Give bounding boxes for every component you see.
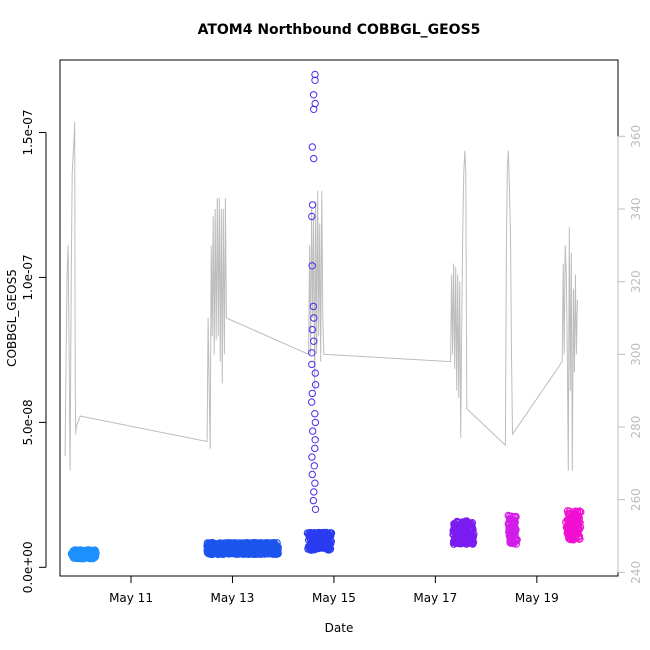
data-point xyxy=(311,76,319,85)
data-point xyxy=(308,201,317,209)
data-point xyxy=(309,302,318,311)
data-point xyxy=(309,91,318,99)
data-point xyxy=(310,488,318,496)
data-point xyxy=(310,154,318,163)
data-point xyxy=(311,479,319,487)
data-point xyxy=(308,325,316,334)
data-point xyxy=(308,143,316,151)
data-point xyxy=(311,70,319,79)
data-point xyxy=(90,549,99,558)
data-point xyxy=(308,349,316,357)
data-point xyxy=(469,532,478,541)
data-point xyxy=(512,512,520,521)
data-point xyxy=(308,470,316,479)
x-tick-label: May 13 xyxy=(211,591,255,605)
data-point xyxy=(308,398,316,406)
data-point xyxy=(510,522,519,530)
y-tick-label: 0.0e+00 xyxy=(21,541,35,593)
plot-area: 0.0e+00 5.0e-08 1.0e-07 1.5e-07 240 260 280 300… xyxy=(21,59,643,605)
data-point xyxy=(310,462,318,470)
x-tick-label: May 19 xyxy=(515,591,559,605)
data-point xyxy=(311,505,320,513)
data-point xyxy=(308,212,316,221)
data-point xyxy=(469,530,478,538)
data-point xyxy=(575,507,584,516)
data-point xyxy=(512,536,521,545)
data-point xyxy=(576,508,585,516)
x-tick-label: May 15 xyxy=(312,591,356,605)
x-axis-label: Date xyxy=(325,621,354,635)
data-point xyxy=(310,337,318,345)
y2-tick-label: 280 xyxy=(629,416,643,439)
y2-tick-label: 260 xyxy=(629,488,643,511)
data-point xyxy=(469,538,478,547)
data-point xyxy=(327,529,336,537)
data-point xyxy=(311,369,319,377)
data-point xyxy=(310,105,318,114)
data-point xyxy=(308,262,316,270)
data-point xyxy=(272,542,281,550)
y-tick-label: 5.0e-08 xyxy=(21,399,35,445)
y2-tick-label: 300 xyxy=(629,343,643,366)
data-point xyxy=(512,540,521,548)
y2-tick-label: 240 xyxy=(629,561,643,584)
data-point xyxy=(274,549,282,558)
y2-tick-label: 320 xyxy=(629,270,643,293)
data-point xyxy=(575,534,584,543)
x-tick-label: May 17 xyxy=(413,591,457,605)
data-point xyxy=(311,381,320,389)
data-point xyxy=(512,525,520,534)
data-point xyxy=(576,518,584,527)
data-point xyxy=(311,418,320,427)
data-point xyxy=(309,427,317,435)
data-point xyxy=(326,539,335,547)
y-tick-label: 1.5e-07 xyxy=(21,109,35,155)
data-point xyxy=(308,453,316,461)
data-point xyxy=(576,523,585,532)
data-point xyxy=(91,548,100,557)
chart-title: ATOM4 Northbound COBBGL_GEOS5 xyxy=(198,22,481,38)
data-point xyxy=(511,518,520,526)
data-point xyxy=(308,360,316,369)
data-point xyxy=(273,539,281,547)
data-point xyxy=(309,496,318,505)
data-point xyxy=(310,314,318,322)
y2-tick-label: 360 xyxy=(629,125,643,148)
x-tick-label: May 11 xyxy=(109,591,153,605)
data-point xyxy=(311,444,319,453)
data-point xyxy=(311,410,319,418)
data-point xyxy=(274,546,282,555)
y-axis-label: COBBGL_GEOS5 xyxy=(5,269,19,367)
secondary-series-line xyxy=(64,121,578,471)
data-point xyxy=(311,436,319,444)
data-point xyxy=(308,389,316,398)
y2-tick-label: 340 xyxy=(629,198,643,221)
y-tick-label: 1.0e-07 xyxy=(21,254,35,300)
plot-frame xyxy=(59,59,619,577)
